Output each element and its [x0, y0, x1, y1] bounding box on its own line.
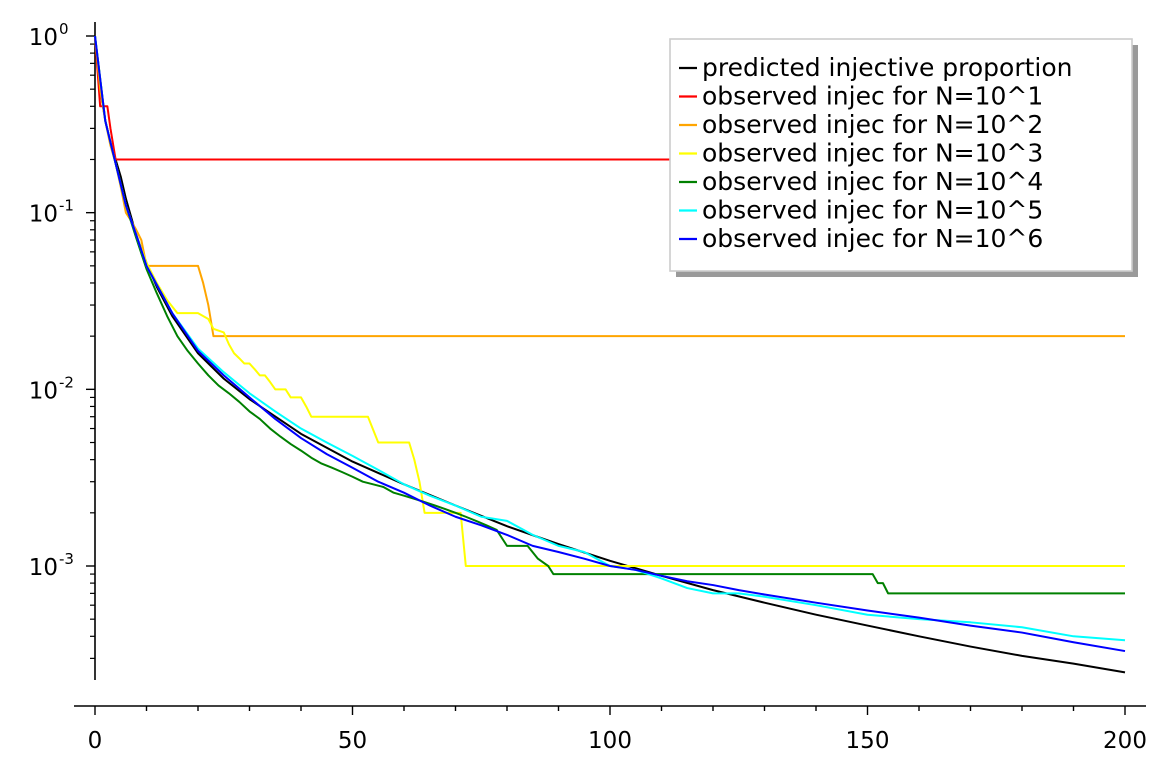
legend-label: predicted injective proportion — [702, 53, 1073, 82]
x-tick-label: 100 — [588, 728, 632, 754]
y-tick-exponent: -3 — [59, 550, 74, 568]
y-tick-base: 10 — [29, 378, 58, 404]
y-tick-base: 10 — [29, 25, 58, 51]
x-tick-label: 0 — [88, 728, 103, 754]
y-tick-exponent: -2 — [59, 373, 74, 391]
legend-label: observed injec for N=10^4 — [702, 167, 1043, 196]
series-layer — [94, 35, 1126, 674]
y-tick-exponent: -1 — [59, 197, 74, 215]
legend-label: observed injec for N=10^1 — [702, 82, 1043, 111]
y-tick-exponent: 0 — [59, 20, 69, 38]
x-tick-label: 200 — [1103, 728, 1147, 754]
legend-label: observed injec for N=10^6 — [702, 224, 1043, 253]
x-tick-label: 150 — [846, 728, 890, 754]
legend-label: observed injec for N=10^3 — [702, 139, 1043, 168]
legend-box — [669, 38, 1133, 272]
series-line-4 — [94, 35, 1125, 567]
series-line-7 — [94, 35, 1126, 653]
y-tick-base: 10 — [29, 202, 58, 228]
series-line-1 — [94, 35, 1126, 674]
x-tick-label: 50 — [338, 728, 367, 754]
legend-label: observed injec for N=10^5 — [702, 196, 1043, 225]
y-tick-base: 10 — [29, 555, 58, 581]
legend-label: observed injec for N=10^2 — [702, 110, 1043, 139]
series-line-5 — [94, 35, 1125, 595]
series-line-2 — [94, 35, 1125, 161]
